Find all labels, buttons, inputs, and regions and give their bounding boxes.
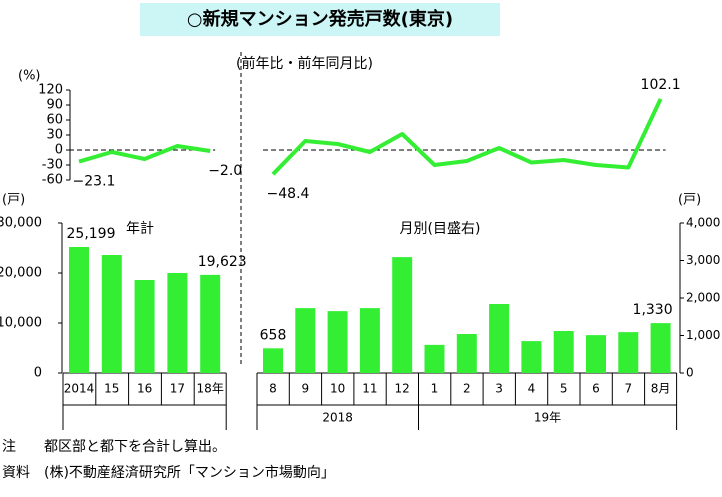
x-tick-label: 17 (170, 382, 185, 396)
y-axis-label: (戸) (2, 193, 25, 208)
y-tick-label: 10,000 (0, 316, 42, 331)
group-label: 19年 (534, 411, 561, 425)
data-label: −48.4 (267, 186, 310, 202)
annotation: (前年比・前年同月比) (236, 55, 373, 72)
x-tick-label: 12 (395, 382, 410, 396)
line (271, 98, 663, 176)
x-tick-label: 18年 (197, 382, 224, 396)
group-label: 2018 (322, 411, 353, 425)
data-label: 19,623 (198, 254, 247, 270)
note: 注 都区部と都下を合計し算出。 (2, 439, 226, 455)
bar (392, 257, 413, 373)
x-tick-label: 2014 (64, 382, 95, 396)
line (78, 144, 211, 164)
y-tick-label: 120 (38, 83, 63, 98)
y-tick-label: 90 (46, 98, 63, 113)
x-tick-label: 16 (137, 382, 152, 396)
y-tick-label: 30 (46, 128, 63, 143)
y-axis-label: (戸) (678, 193, 701, 208)
bar (424, 344, 445, 373)
y-tick-label: 0 (686, 366, 694, 380)
y-tick-label: -60 (42, 173, 63, 188)
bar (200, 274, 221, 373)
bar (295, 308, 316, 373)
x-tick-label: 5 (560, 382, 568, 396)
data-label: −2.0 (208, 163, 242, 179)
bar (327, 311, 348, 373)
y-tick-label: 4,000 (686, 216, 720, 230)
y-tick-label: 2,000 (686, 291, 720, 305)
x-tick-label: 6 (592, 382, 600, 396)
y-tick-label: 0 (34, 366, 42, 381)
x-tick-label: 9 (301, 382, 309, 396)
y-tick-label: 60 (46, 113, 63, 128)
x-tick-label: 2 (463, 382, 471, 396)
y-axis-label: (%) (18, 69, 41, 84)
bar (489, 304, 510, 373)
bar (586, 335, 606, 373)
bar (650, 323, 671, 373)
note: 資料 (株)不動産経済研究所「マンション市場動向」 (2, 464, 335, 481)
x-tick-label: 1 (431, 382, 439, 396)
series-label: 年計 (126, 221, 154, 237)
data-label: 658 (260, 327, 287, 343)
y-tick-label: 0 (55, 143, 63, 158)
x-tick-label: 4 (528, 382, 536, 396)
x-tick-label: 8月 (651, 382, 671, 396)
x-tick-label: 8 (269, 382, 277, 396)
chart-title: ○新規マンション発売戸数(東京) (187, 8, 453, 30)
data-label: 25,199 (67, 226, 116, 242)
x-tick-label: 7 (624, 382, 632, 396)
x-tick-label: 15 (104, 382, 119, 396)
bar (134, 280, 155, 373)
x-tick-label: 10 (330, 382, 345, 396)
bar (618, 332, 639, 373)
bar (456, 334, 477, 373)
title-background (140, 3, 500, 36)
series-label: 月別(目盛右) (400, 221, 481, 237)
y-tick-label: 30,000 (0, 216, 42, 231)
bar (553, 331, 574, 373)
bar (263, 348, 283, 373)
bar (167, 273, 188, 373)
y-tick-label: -30 (42, 158, 63, 173)
y-tick-label: 1,000 (686, 328, 720, 342)
y-tick-label: 3,000 (686, 253, 720, 267)
data-label: 1,330 (633, 302, 673, 318)
data-label: −23.1 (73, 174, 116, 190)
bar (359, 308, 380, 373)
x-tick-label: 11 (362, 382, 377, 396)
y-tick-label: 20,000 (0, 266, 42, 281)
bar (521, 341, 542, 373)
x-tick-label: 3 (495, 382, 503, 396)
bar (69, 247, 89, 373)
bar (101, 255, 122, 373)
data-label: 102.1 (641, 77, 681, 93)
